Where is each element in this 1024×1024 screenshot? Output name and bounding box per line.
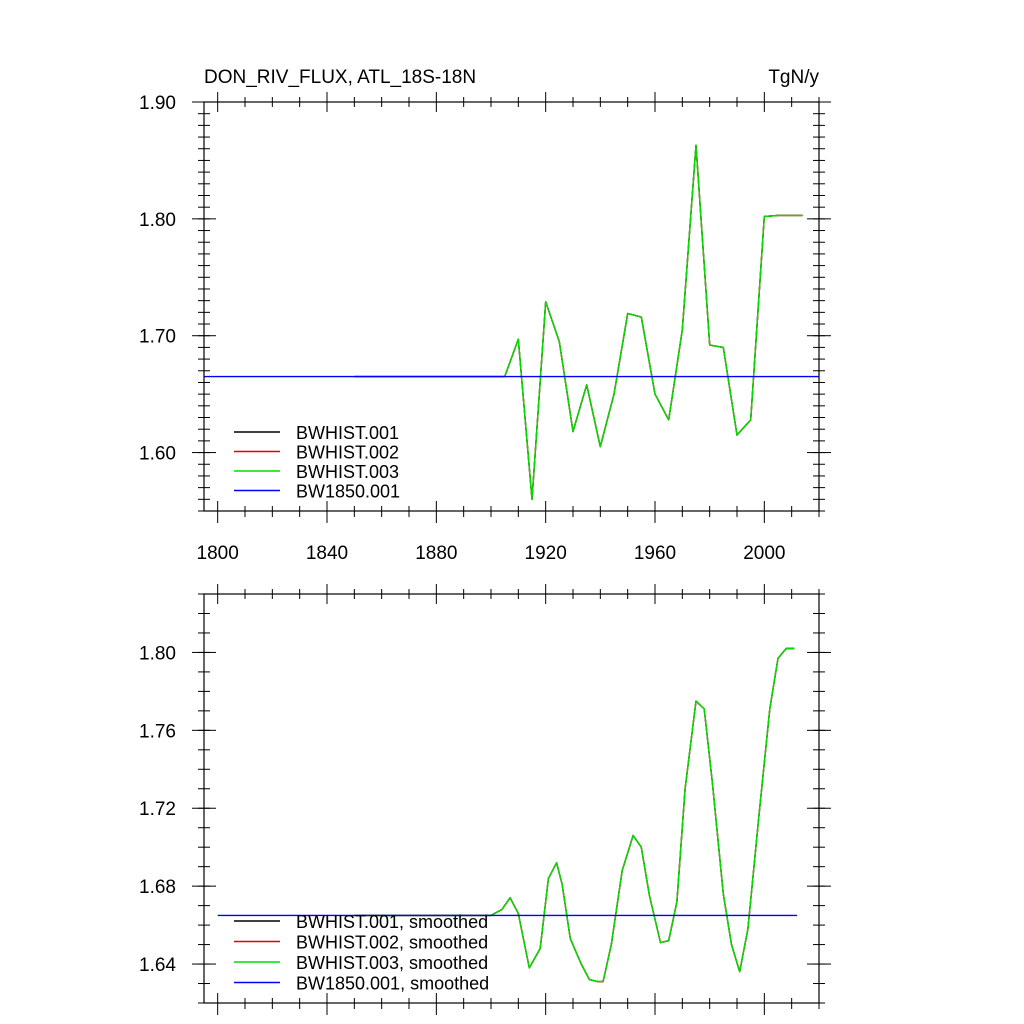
- x-tick-label: 1960: [634, 543, 676, 564]
- series-line-2: [354, 144, 803, 500]
- y-tick-label: 1.80: [139, 210, 176, 231]
- chart-title: DON_RIV_FLUX, ATL_18S-18N: [204, 67, 476, 88]
- legend-label-1: BWHIST.002: [296, 443, 399, 463]
- y-tick-label: 1.80: [139, 643, 176, 664]
- top-panel: DON_RIV_FLUX, ATL_18S-18N TgN/y 1800 1840…: [139, 67, 831, 564]
- x-tick-label: 1840: [306, 543, 348, 564]
- y-tick-label: 1.90: [139, 93, 176, 114]
- legend-label-0: BWHIST.001, smoothed: [296, 912, 488, 932]
- x-tick-label: 1920: [525, 543, 567, 564]
- plot-frame: [203, 593, 820, 1004]
- legend-label-2: BWHIST.003: [296, 462, 399, 482]
- series-line-0: [354, 144, 803, 500]
- x-tick-label: 1880: [415, 543, 457, 564]
- legend-label-3: BW1850.001, smoothed: [296, 974, 489, 994]
- y-tick-label: 1.70: [139, 327, 176, 348]
- legend-label-1: BWHIST.002, smoothed: [296, 933, 488, 953]
- legend-label-2: BWHIST.003, smoothed: [296, 953, 488, 973]
- y-tick-label: 1.68: [139, 877, 176, 898]
- y-tick-label: 1.64: [139, 955, 176, 976]
- legend-label-3: BW1850.001: [296, 482, 400, 502]
- legend-label-0: BWHIST.001: [296, 423, 399, 443]
- y-tick-label: 1.72: [139, 799, 176, 820]
- series-line-2: [354, 647, 795, 983]
- y-tick-label: 1.60: [139, 444, 176, 465]
- y-tick-label: 1.76: [139, 721, 176, 742]
- series-line-1: [354, 144, 803, 500]
- units-label: TgN/y: [768, 67, 819, 88]
- x-tick-label: 1800: [197, 543, 239, 564]
- bottom-panel: 1.64 1.68 1.72 1.76 1.80 BWHIST.001, smoothed…: [139, 584, 831, 1015]
- x-tick-label: 2000: [743, 543, 785, 564]
- plot-frame: [203, 101, 820, 512]
